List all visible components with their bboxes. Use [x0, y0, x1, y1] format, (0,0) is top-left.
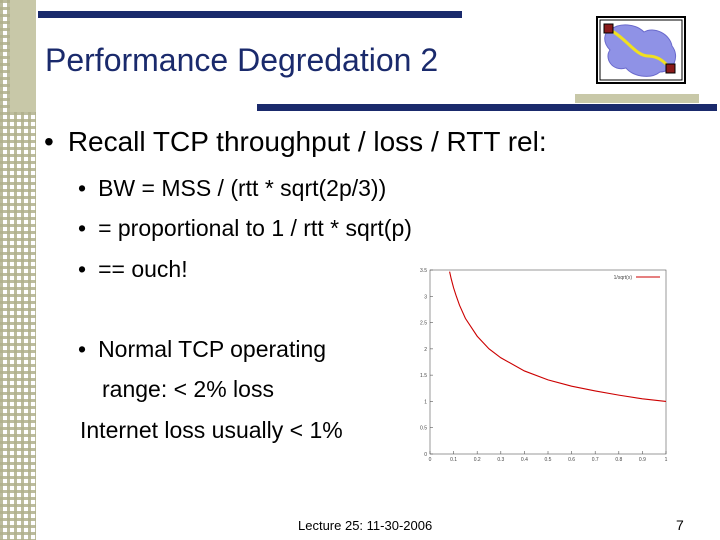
legend-label: 1/sqrt(x): [614, 275, 633, 281]
x-tick-label: 1: [665, 457, 668, 463]
x-tick-label: 0.7: [592, 457, 599, 463]
bullet-dot: •: [78, 175, 87, 201]
x-tick-label: 0.3: [497, 457, 504, 463]
sub-bullet-3: • == ouch!: [78, 256, 188, 283]
internet-loss-note: Internet loss usually < 1%: [80, 417, 343, 443]
slide-title: Performance Degredation 2: [45, 42, 439, 78]
y-tick-label: 2: [424, 347, 427, 353]
bullet-dot: •: [78, 336, 87, 362]
x-tick-label: 0: [429, 457, 432, 463]
title-rule: [38, 11, 462, 18]
plot-frame: [429, 269, 667, 455]
x-tick-label: 0.9: [639, 457, 646, 463]
y-tick-label: 0: [424, 452, 427, 458]
loss-throughput-chart: 0 0.5 1 1.5 2 2.5 3 3.5 0 0.1 0.2 0.3 0.4 0.5 0.6 0.7 0.…: [420, 268, 668, 463]
title-underline-rule: [257, 104, 717, 111]
y-tick-label: 2.5: [420, 321, 427, 327]
x-tick-label: 0.5: [545, 457, 552, 463]
sub-bullet-1: • BW = MSS / (rtt * sqrt(2p/3)): [78, 175, 386, 202]
page-number: 7: [676, 517, 684, 533]
sub-bullet-2: • = proportional to 1 / rtt * sqrt(p): [78, 215, 412, 242]
network-logo-icon: [596, 16, 686, 84]
bullet-dot: •: [44, 126, 54, 157]
x-tick-label: 0.1: [450, 457, 457, 463]
x-tick-label: 0.6: [568, 457, 575, 463]
sub-bullet-4: • Normal TCP operating: [78, 336, 326, 363]
x-tick-label: 0.8: [615, 457, 622, 463]
tan-accent-bar: [575, 94, 699, 103]
series-line: [449, 271, 667, 402]
y-tick-label: 0.5: [420, 426, 427, 432]
footer-lecture: Lecture 25: 11-30-2006: [298, 518, 433, 533]
sub-bullet-1-text: BW = MSS / (rtt * sqrt(2p/3)): [98, 175, 387, 201]
y-tick-label: 1: [424, 399, 427, 405]
bullet-dot: •: [78, 256, 87, 282]
x-tick-label: 0.4: [521, 457, 528, 463]
y-tick-label: 3: [424, 294, 427, 300]
y-tick-label: 3.5: [420, 268, 427, 274]
x-tick-label: 0.2: [474, 457, 481, 463]
sub-bullet-4-text: Normal TCP operating: [98, 336, 327, 362]
y-tick-label: 1.5: [420, 373, 427, 379]
sub-bullet-3-text: == ouch!: [98, 256, 188, 282]
bullet-main: • Recall TCP throughput / loss / RTT rel:: [44, 126, 547, 158]
sub-bullet-2-text: = proportional to 1 / rtt * sqrt(p): [98, 215, 412, 241]
sub-bullet-4-continued: range: < 2% loss: [102, 376, 274, 402]
bullet-dot: •: [78, 215, 87, 241]
bullet-main-text: Recall TCP throughput / loss / RTT rel:: [67, 126, 547, 157]
corner-bar-decoration: [10, 0, 36, 112]
